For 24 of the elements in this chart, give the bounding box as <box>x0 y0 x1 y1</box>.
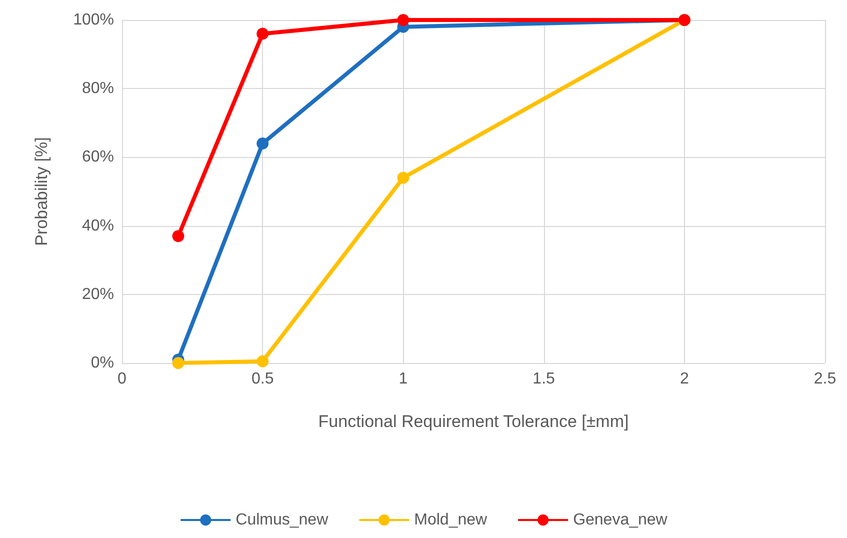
point <box>172 230 184 242</box>
x-tick-label: 0.5 <box>251 370 274 388</box>
point <box>397 14 410 26</box>
point <box>397 172 410 184</box>
legend-label: Geneva_new <box>573 512 668 528</box>
y-tick-label: 100% <box>73 12 114 28</box>
point <box>256 355 269 368</box>
legend-label: Culmus_new <box>236 512 329 528</box>
y-tick-label: 40% <box>82 217 114 234</box>
x-tick-label: 1 <box>398 370 408 388</box>
x-axis-title: Functional Requirement Tolerance [±mm] <box>318 412 629 431</box>
y-tick-label: 0% <box>90 354 114 372</box>
x-tick-label: 0 <box>118 370 127 388</box>
x-tick-label: 2.5 <box>814 370 836 388</box>
point <box>172 357 184 369</box>
y-tick-label: 20% <box>82 286 114 303</box>
y-tick-label: 60% <box>82 148 114 166</box>
y-tick-label: 80% <box>82 80 114 98</box>
point <box>256 137 269 150</box>
x-tick-label: 1.5 <box>532 370 556 388</box>
y-axis-title: Probability [%] <box>32 137 51 246</box>
x-tick-label: 2 <box>680 370 689 388</box>
point <box>256 28 269 40</box>
legend-label: Mold_new <box>414 512 488 528</box>
